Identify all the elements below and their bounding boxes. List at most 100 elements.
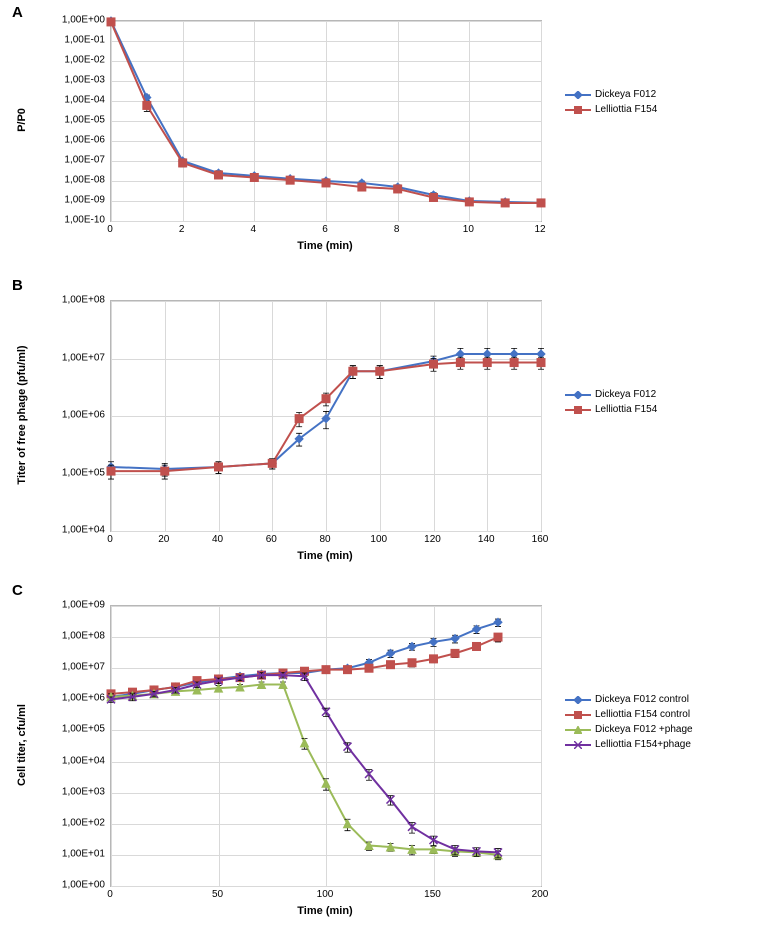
marker-square (473, 642, 481, 650)
legend-swatch (565, 740, 591, 750)
marker-diamond (456, 350, 464, 358)
marker-square (286, 176, 294, 184)
x-tick-label: 160 (532, 534, 549, 545)
y-axis-title: Titer of free phage (pfu/ml) (16, 345, 28, 484)
series-line (111, 22, 541, 203)
marker-square (465, 198, 473, 206)
gridline-h (111, 886, 541, 887)
y-tick-label: 1,00E-03 (3, 75, 105, 86)
x-axis-title: Time (min) (297, 240, 352, 252)
y-tick-label: 1,00E+06 (3, 693, 105, 704)
panel-C: C1,00E+001,00E+011,00E+021,00E+031,00E+0… (0, 580, 777, 925)
legend-label: Lelliottia F154+phage (595, 739, 691, 750)
legend-label: Dickeya F012 (595, 389, 656, 400)
marker-square (143, 101, 151, 109)
marker-square (107, 467, 115, 475)
marker-diamond (510, 350, 518, 358)
x-tick-label: 140 (478, 534, 495, 545)
gridline-v (541, 21, 542, 221)
series-svg (111, 301, 541, 531)
series-line (111, 622, 498, 697)
x-tick-label: 120 (424, 534, 441, 545)
panel-A: A1,00E+001,00E-011,00E-021,00E-031,00E-0… (0, 0, 777, 265)
legend-label: Lelliottia F154 (595, 104, 657, 115)
legend: Dickeya F012 controlLelliottia F154 cont… (565, 690, 693, 754)
x-tick-label: 50 (212, 889, 223, 900)
y-axis-title: P/P0 (16, 108, 28, 132)
marker-diamond (451, 635, 459, 643)
marker-diamond (430, 638, 438, 646)
x-tick-label: 100 (370, 534, 387, 545)
panel-B: B1,00E+041,00E+051,00E+061,00E+071,00E+0… (0, 275, 777, 570)
legend-swatch (565, 695, 591, 705)
gridline-h (111, 531, 541, 532)
x-tick-label: 200 (532, 889, 549, 900)
y-tick-label: 1,00E+08 (3, 295, 105, 306)
series-line (111, 637, 498, 694)
x-tick-label: 0 (107, 889, 113, 900)
y-tick-label: 1,00E+07 (3, 662, 105, 673)
series-line (111, 675, 498, 852)
plot-area (110, 20, 542, 222)
legend: Dickeya F012 Lelliottia F154 (565, 385, 657, 419)
x-tick-label: 40 (212, 534, 223, 545)
legend: Dickeya F012 Lelliottia F154 (565, 85, 657, 119)
plot-area (110, 605, 542, 887)
marker-square (161, 467, 169, 475)
marker-square (344, 666, 352, 674)
legend-swatch (565, 90, 591, 100)
marker-square (537, 359, 545, 367)
marker-square (322, 179, 330, 187)
marker-square (376, 367, 384, 375)
marker-square (215, 463, 223, 471)
y-tick-label: 1,00E-08 (3, 175, 105, 186)
x-tick-label: 0 (107, 534, 113, 545)
legend-item: Dickeya F012 (565, 389, 657, 400)
x-tick-label: 100 (317, 889, 334, 900)
y-tick-label: 1,00E-04 (3, 95, 105, 106)
x-tick-label: 12 (534, 224, 545, 235)
x-tick-label: 6 (322, 224, 328, 235)
marker-square (365, 664, 373, 672)
series-svg (111, 606, 541, 886)
marker-square (322, 395, 330, 403)
panel-label: C (12, 582, 23, 599)
y-tick-label: 1,00E+00 (3, 15, 105, 26)
y-tick-label: 1,00E+03 (3, 786, 105, 797)
marker-square (510, 359, 518, 367)
y-tick-label: 1,00E-07 (3, 155, 105, 166)
legend-swatch (565, 710, 591, 720)
y-tick-label: 1,00E-06 (3, 135, 105, 146)
legend-item: Dickeya F012 control (565, 694, 693, 705)
legend-label: Dickeya F012 control (595, 694, 689, 705)
marker-square (179, 159, 187, 167)
gridline-v (541, 301, 542, 531)
x-ticks: 024681012 (110, 224, 540, 240)
marker-square (358, 183, 366, 191)
y-tick-label: 1,00E-02 (3, 55, 105, 66)
legend-item: Dickeya F012 (565, 89, 657, 100)
series-svg (111, 21, 541, 221)
y-tick-label: 1,00E+04 (3, 525, 105, 536)
y-tick-label: 1,00E+01 (3, 848, 105, 859)
marker-square (483, 359, 491, 367)
y-tick-label: 1,00E+09 (3, 600, 105, 611)
x-ticks: 050100150200 (110, 889, 540, 905)
x-tick-label: 8 (394, 224, 400, 235)
x-tick-label: 10 (463, 224, 474, 235)
x-tick-label: 0 (107, 224, 113, 235)
series-line (111, 21, 541, 203)
y-tick-label: 1,00E+08 (3, 631, 105, 642)
x-tick-label: 60 (266, 534, 277, 545)
legend-label: Lelliottia F154 (595, 404, 657, 415)
legend-item: Dickeya F012 +phage (565, 724, 693, 735)
x-tick-label: 20 (158, 534, 169, 545)
marker-square (387, 661, 395, 669)
marker-triangle (301, 739, 309, 747)
marker-square (268, 459, 276, 467)
marker-square (250, 173, 258, 181)
marker-diamond (483, 350, 491, 358)
x-tick-label: 2 (179, 224, 185, 235)
marker-square (456, 359, 464, 367)
legend-item: Lelliottia F154 (565, 404, 657, 415)
